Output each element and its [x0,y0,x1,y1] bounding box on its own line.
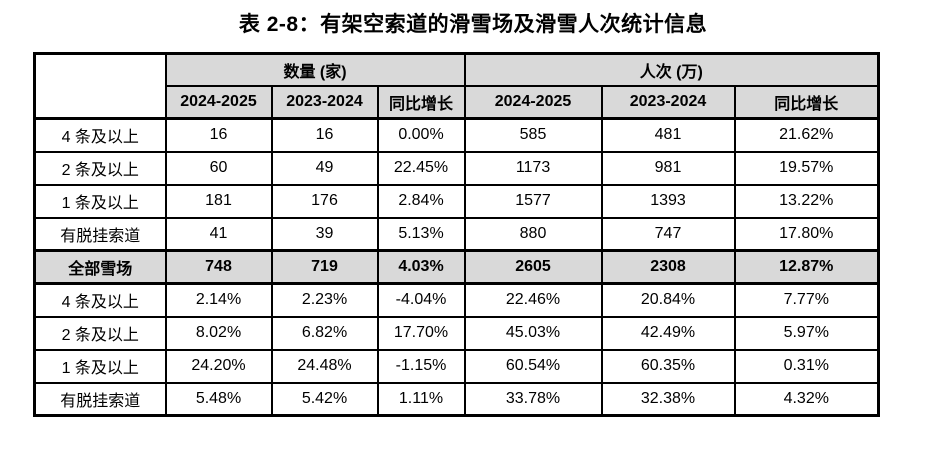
table-cell: 22.45% [376,150,466,186]
col-header-count-2023-2024: 2023-2024 [270,84,379,120]
row-label: 1 条及以上 [33,183,167,219]
table-cell: 33.78% [463,381,603,417]
row-label: 1 条及以上 [33,348,167,384]
table-cell: 8.02% [164,315,273,351]
table-cell: 1393 [600,183,736,219]
table-cell: 6.82% [270,315,379,351]
table-cell: 5.48% [164,381,273,417]
table-cell: 2308 [600,249,736,285]
table-cell: 32.38% [600,381,736,417]
table-cell: 481 [600,117,736,153]
table-cell: 747 [600,216,736,252]
table-cell: 1173 [463,150,603,186]
table-cell: 20.84% [600,282,736,318]
row-label: 有脱挂索道 [33,381,167,417]
table-cell: 880 [463,216,603,252]
table-cell: 42.49% [600,315,736,351]
table-cell: 981 [600,150,736,186]
row-label: 4 条及以上 [33,117,167,153]
table-cell: 24.20% [164,348,273,384]
table-row: 1 条及以上 24.20% 24.48% -1.15% 60.54% 60.35% 0.31… [33,348,880,384]
table-body: 4 条及以上 16 16 0.00% 585 481 21.62% 2 条及以上 60 49 22.… [33,117,880,417]
row-label: 2 条及以上 [33,315,167,351]
page-title: 表 2-8：有架空索道的滑雪场及滑雪人次统计信息 [238,13,708,36]
table-row: 有脱挂索道 41 39 5.13% 880 747 17.80% [33,216,880,252]
table-cell: 60.54% [463,348,603,384]
table-cell: 16 [270,117,379,153]
corner-cell [33,52,167,120]
table-row: 2 条及以上 60 49 22.45% 1173 981 19.57% [33,150,880,186]
table-cell: 176 [270,183,379,219]
table-cell: 5.13% [376,216,466,252]
table-cell: 4.32% [733,381,880,417]
table-cell: 5.42% [270,381,379,417]
table-cell: 719 [270,249,379,285]
table-row: 有脱挂索道 5.48% 5.42% 1.11% 33.78% 32.38% 4.32% [33,381,880,417]
table-cell: 5.97% [733,315,880,351]
row-label: 2 条及以上 [33,150,167,186]
table-cell: 45.03% [463,315,603,351]
table-cell: 748 [164,249,273,285]
table-cell: 24.48% [270,348,379,384]
table-cell: 39 [270,216,379,252]
header-row-years: 2024-2025 2023-2024 同比增长 2024-2025 2023-… [35,84,880,120]
row-label: 有脱挂索道 [33,216,167,252]
table-header: 数量 (家) 人次 (万) 2024-2025 2023-2024 同比增长 2… [33,52,880,120]
table-cell: 585 [463,117,603,153]
table-cell: 60 [164,150,273,186]
table-cell: 49 [270,150,379,186]
table-row: 4 条及以上 2.14% 2.23% -4.04% 22.46% 20.84% 7.77% [33,282,880,318]
table-cell: 0.31% [733,348,880,384]
table-cell: 7.77% [733,282,880,318]
table-cell: 60.35% [600,348,736,384]
table-cell: 12.87% [733,249,880,285]
table-cell: 2605 [463,249,603,285]
group-header-visits: 人次 (万) [463,52,880,87]
col-header-visits-2024-2025: 2024-2025 [463,84,603,120]
header-row-groups: 数量 (家) 人次 (万) [33,52,880,120]
table-row: 全部雪场 748 719 4.03% 2605 2308 12.87% [33,249,880,285]
table-cell: 22.46% [463,282,603,318]
table-row: 1 条及以上 181 176 2.84% 1577 1393 13.22% [33,183,880,219]
table-cell: 2.84% [376,183,466,219]
table-cell: 181 [164,183,273,219]
col-header-visits-2023-2024: 2023-2024 [600,84,736,120]
table-row: 4 条及以上 16 16 0.00% 585 481 21.62% [33,117,880,153]
table-cell: 17.70% [376,315,466,351]
table-cell: 0.00% [376,117,466,153]
table-cell: 16 [164,117,273,153]
row-label: 全部雪场 [33,249,167,285]
table-cell: 1577 [463,183,603,219]
table-cell: 19.57% [733,150,880,186]
table-cell: -4.04% [376,282,466,318]
col-header-visits-yoy: 同比增长 [733,84,880,120]
table-cell: -1.15% [376,348,466,384]
table-cell: 41 [164,216,273,252]
group-header-count: 数量 (家) [164,52,466,87]
row-label: 4 条及以上 [33,282,167,318]
table-cell: 2.23% [270,282,379,318]
table-cell: 21.62% [733,117,880,153]
table-row: 2 条及以上 8.02% 6.82% 17.70% 45.03% 42.49% 5.97% [33,315,880,351]
table-cell: 1.11% [376,381,466,417]
col-header-count-yoy: 同比增长 [376,84,466,120]
stats-table: 数量 (家) 人次 (万) 2024-2025 2023-2024 同比增长 2… [33,52,881,417]
table-cell: 4.03% [376,249,466,285]
table-cell: 2.14% [164,282,273,318]
col-header-count-2024-2025: 2024-2025 [164,84,273,120]
table-cell: 13.22% [733,183,880,219]
table-cell: 17.80% [733,216,880,252]
